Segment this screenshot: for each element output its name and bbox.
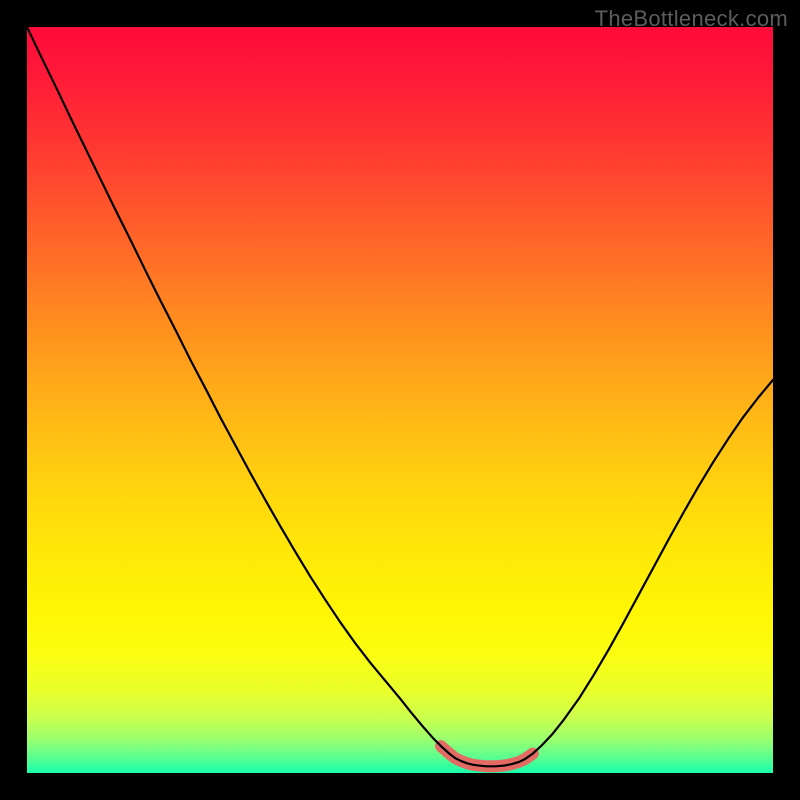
chart-gradient-background [27,27,773,773]
chart-stage: TheBottleneck.com [0,0,800,800]
attribution-watermark: TheBottleneck.com [595,6,788,32]
chart-svg [27,27,773,773]
chart-plot-area [27,27,773,773]
